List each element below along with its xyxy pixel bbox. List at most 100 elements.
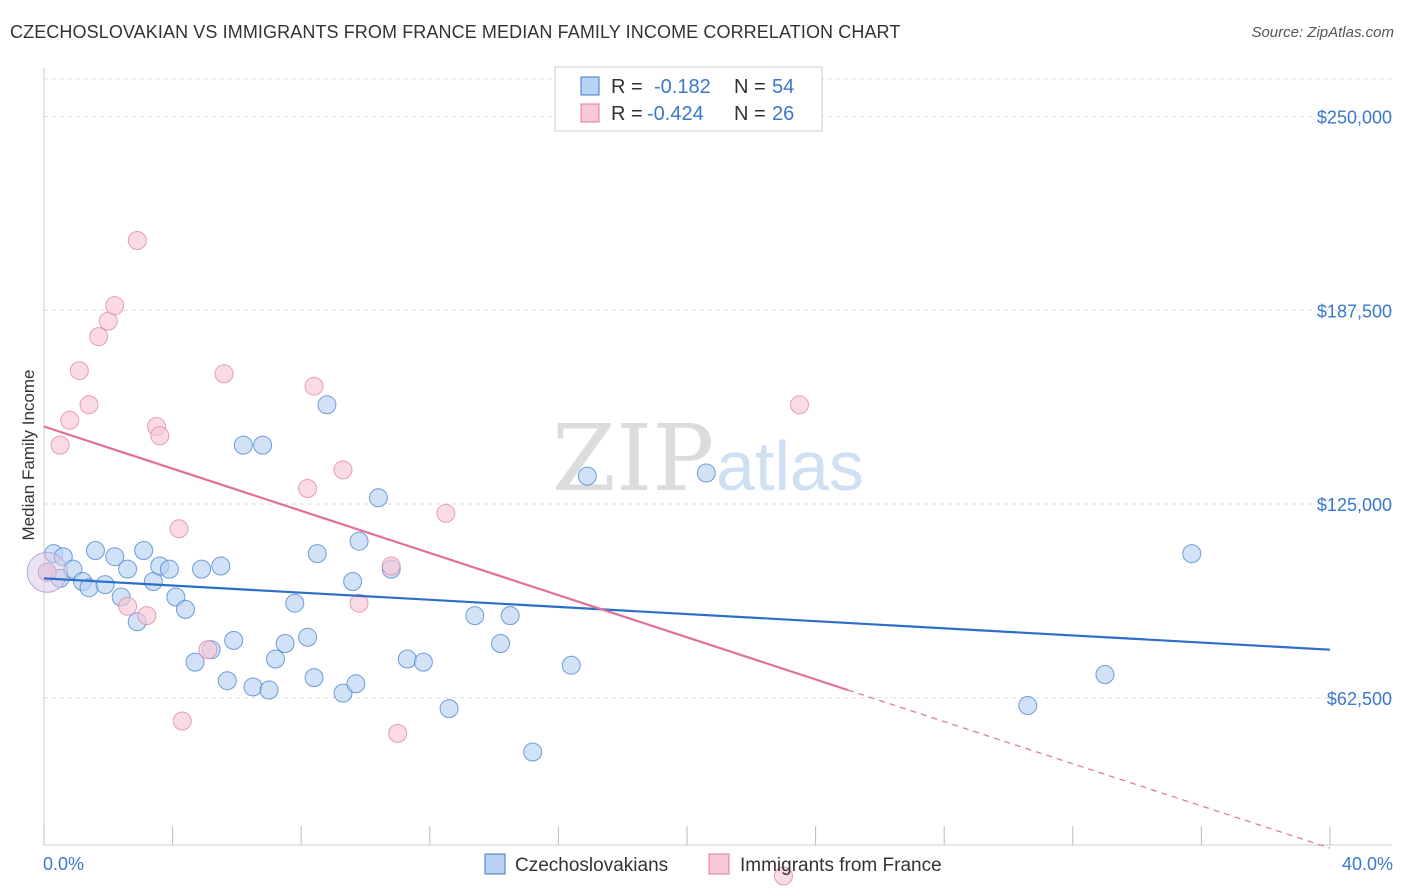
point-czechoslovakians: [1182, 544, 1202, 564]
trend-line-immigrants-from-france: [43, 425, 849, 692]
point-czechoslovakians: [185, 652, 205, 672]
point-immigrants-from-france: [304, 376, 324, 396]
point-czechoslovakians: [346, 674, 366, 694]
legend-n-label: N =: [734, 76, 766, 98]
trend-line-immigrants-from-france-extension: [847, 689, 1331, 849]
y-axis-label: Median Family Income: [19, 369, 38, 540]
point-czechoslovakians: [413, 652, 433, 672]
point-immigrants-from-france: [50, 435, 70, 455]
tick-labels: $62,500 $125,000 $187,500 $250,000 0.0% 40.0%: [43, 108, 1393, 875]
chart-source: Source: ZipAtlas.com: [1251, 24, 1394, 41]
legend-item-czechoslovakians-swatch: [484, 853, 506, 875]
point-czechoslovakians: [696, 463, 716, 483]
point-czechoslovakians: [224, 630, 244, 650]
point-czechoslovakians: [523, 742, 543, 762]
point-cluster: [26, 551, 68, 593]
point-immigrants-from-france: [333, 460, 353, 480]
point-immigrants-from-france: [198, 640, 218, 660]
legend-item-immigrants-from-france-swatch: [708, 853, 730, 875]
point-czechoslovakians: [343, 572, 363, 591]
point-immigrants-from-france: [214, 364, 234, 384]
point-immigrants-from-france: [69, 361, 89, 381]
legend-n-value: 26: [772, 103, 794, 125]
point-immigrants-from-france: [436, 503, 456, 523]
point-czechoslovakians: [298, 627, 318, 647]
point-czechoslovakians: [304, 668, 324, 688]
watermark-zip: ZIP: [552, 405, 714, 512]
point-czechoslovakians: [259, 680, 279, 700]
legend-n-value: 54: [772, 76, 794, 98]
point-immigrants-from-france: [150, 426, 170, 446]
point-czechoslovakians: [1095, 665, 1115, 684]
point-immigrants-from-france: [381, 556, 401, 576]
point-czechoslovakians: [95, 575, 115, 595]
point-czechoslovakians: [175, 599, 195, 619]
point-immigrants-from-france: [118, 596, 138, 616]
point-czechoslovakians: [285, 593, 305, 613]
legend-swatch-immigrants-from-france: [580, 103, 600, 123]
watermark-atlas: atlas: [716, 427, 864, 505]
top-legend: R = -0.182 N = 54 R = -0.424 N = 26: [554, 66, 823, 132]
point-immigrants-from-france: [89, 327, 109, 347]
point-czechoslovakians: [275, 634, 295, 653]
point-immigrants-from-france: [298, 479, 318, 498]
point-czechoslovakians: [491, 634, 511, 653]
point-czechoslovakians: [1018, 696, 1038, 715]
legend-swatch-czechoslovakians: [580, 76, 600, 96]
point-immigrants-from-france: [79, 395, 99, 415]
point-immigrants-from-france: [105, 296, 125, 316]
point-czechoslovakians: [192, 559, 212, 579]
data-points: [26, 231, 1202, 886]
point-immigrants-from-france: [169, 519, 189, 539]
legend-item-czechoslovakians: Czechoslovakians: [515, 855, 668, 876]
legend-r-value: -0.182: [654, 76, 711, 98]
axes: [43, 68, 1392, 846]
point-czechoslovakians: [397, 649, 417, 669]
point-czechoslovakians: [211, 556, 231, 576]
x-tick-label-min: 0.0%: [43, 854, 84, 874]
legend-n-label: N =: [734, 103, 766, 125]
watermark: ZIP atlas: [552, 405, 864, 512]
point-czechoslovakians: [134, 541, 154, 560]
point-czechoslovakians: [307, 544, 327, 564]
legend-r-value: -0.424: [647, 103, 704, 125]
point-czechoslovakians: [333, 683, 353, 703]
legend-r-label: R =: [611, 76, 643, 98]
point-czechoslovakians: [317, 395, 337, 415]
y-tick-label: $125,000: [1317, 495, 1392, 515]
point-immigrants-from-france: [127, 231, 147, 250]
point-czechoslovakians: [253, 435, 273, 455]
y-tick-label: $187,500: [1317, 301, 1392, 321]
point-czechoslovakians: [265, 649, 285, 669]
point-czechoslovakians: [217, 671, 237, 691]
x-tick-label-max: 40.0%: [1342, 854, 1393, 874]
y-tick-label: $62,500: [1327, 689, 1392, 709]
bottom-legend: Czechoslovakians Immigrants from France: [484, 853, 942, 876]
point-czechoslovakians: [349, 531, 369, 551]
point-czechoslovakians: [439, 699, 459, 719]
point-czechoslovakians: [159, 559, 179, 579]
point-czechoslovakians: [368, 488, 388, 508]
point-czechoslovakians: [85, 541, 105, 560]
point-czechoslovakians: [105, 547, 125, 567]
point-czechoslovakians: [243, 677, 263, 697]
y-tick-label: $250,000: [1317, 108, 1392, 128]
point-czechoslovakians: [577, 466, 597, 486]
point-immigrants-from-france: [349, 593, 369, 613]
point-czechoslovakians: [561, 655, 581, 675]
trend-line-czechoslovakians: [43, 577, 1331, 651]
point-czechoslovakians: [465, 606, 485, 626]
chart-title: CZECHOSLOVAKIAN VS IMMIGRANTS FROM FRANC…: [10, 22, 901, 42]
point-immigrants-from-france: [60, 410, 80, 430]
legend-r-label: R =: [611, 103, 643, 125]
point-immigrants-from-france: [773, 866, 793, 886]
legend-item-immigrants-from-france: Immigrants from France: [740, 855, 942, 876]
point-immigrants-from-france: [172, 711, 192, 731]
point-immigrants-from-france: [137, 606, 157, 626]
point-czechoslovakians: [500, 606, 520, 626]
trend-lines: [43, 425, 1331, 849]
point-czechoslovakians: [118, 559, 138, 579]
point-immigrants-from-france: [388, 723, 408, 743]
point-czechoslovakians: [233, 435, 253, 455]
